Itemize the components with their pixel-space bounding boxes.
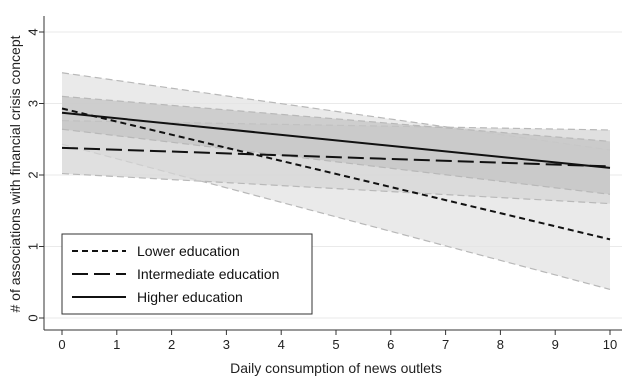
ci-upper-border-2 (61, 95, 611, 142)
x-tick-label-7: 7 (442, 337, 449, 352)
x-tick-label-10: 10 (603, 337, 617, 352)
legend-label-higher-education: Higher education (137, 289, 243, 305)
series-line-2 (61, 111, 611, 169)
x-tick-label-5: 5 (332, 337, 339, 352)
series-line-0 (61, 107, 611, 241)
legend-label-intermediate-education: Intermediate education (137, 266, 279, 282)
y-tick-label-1: 1 (25, 243, 40, 250)
x-tick-label-3: 3 (223, 337, 230, 352)
x-tick-label-1: 1 (113, 337, 120, 352)
x-tick-label-6: 6 (387, 337, 394, 352)
x-axis-title: Daily consumption of news outlets (230, 360, 442, 376)
ci-band-2 (62, 96, 610, 195)
series-line-1 (61, 146, 611, 168)
y-tick-label-0: 0 (25, 314, 40, 321)
y-tick-label-3: 3 (25, 100, 40, 107)
x-tick-label-4: 4 (278, 337, 285, 352)
x-tick-label-2: 2 (168, 337, 175, 352)
axes (39, 16, 622, 335)
x-tick-label-8: 8 (497, 337, 504, 352)
ci-lower-border-1 (61, 172, 611, 205)
legend-label-lower-education: Lower education (137, 243, 240, 259)
legend: Lower education Intermediate education H… (61, 233, 313, 315)
ci-upper-border-0 (61, 72, 611, 151)
y-axis-title: # of associations with financial crisis … (7, 35, 23, 312)
x-tick-label-9: 9 (552, 337, 559, 352)
y-tick-label-2: 2 (25, 171, 40, 178)
y-tick-label-4: 4 (25, 28, 40, 35)
tick-labels: 0 1 2 3 4 5 6 7 8 9 10 0 1 2 3 4 (25, 28, 617, 352)
x-tick-label-0: 0 (58, 337, 65, 352)
ci-lower-border-2 (61, 128, 611, 195)
series-lines (61, 107, 611, 241)
